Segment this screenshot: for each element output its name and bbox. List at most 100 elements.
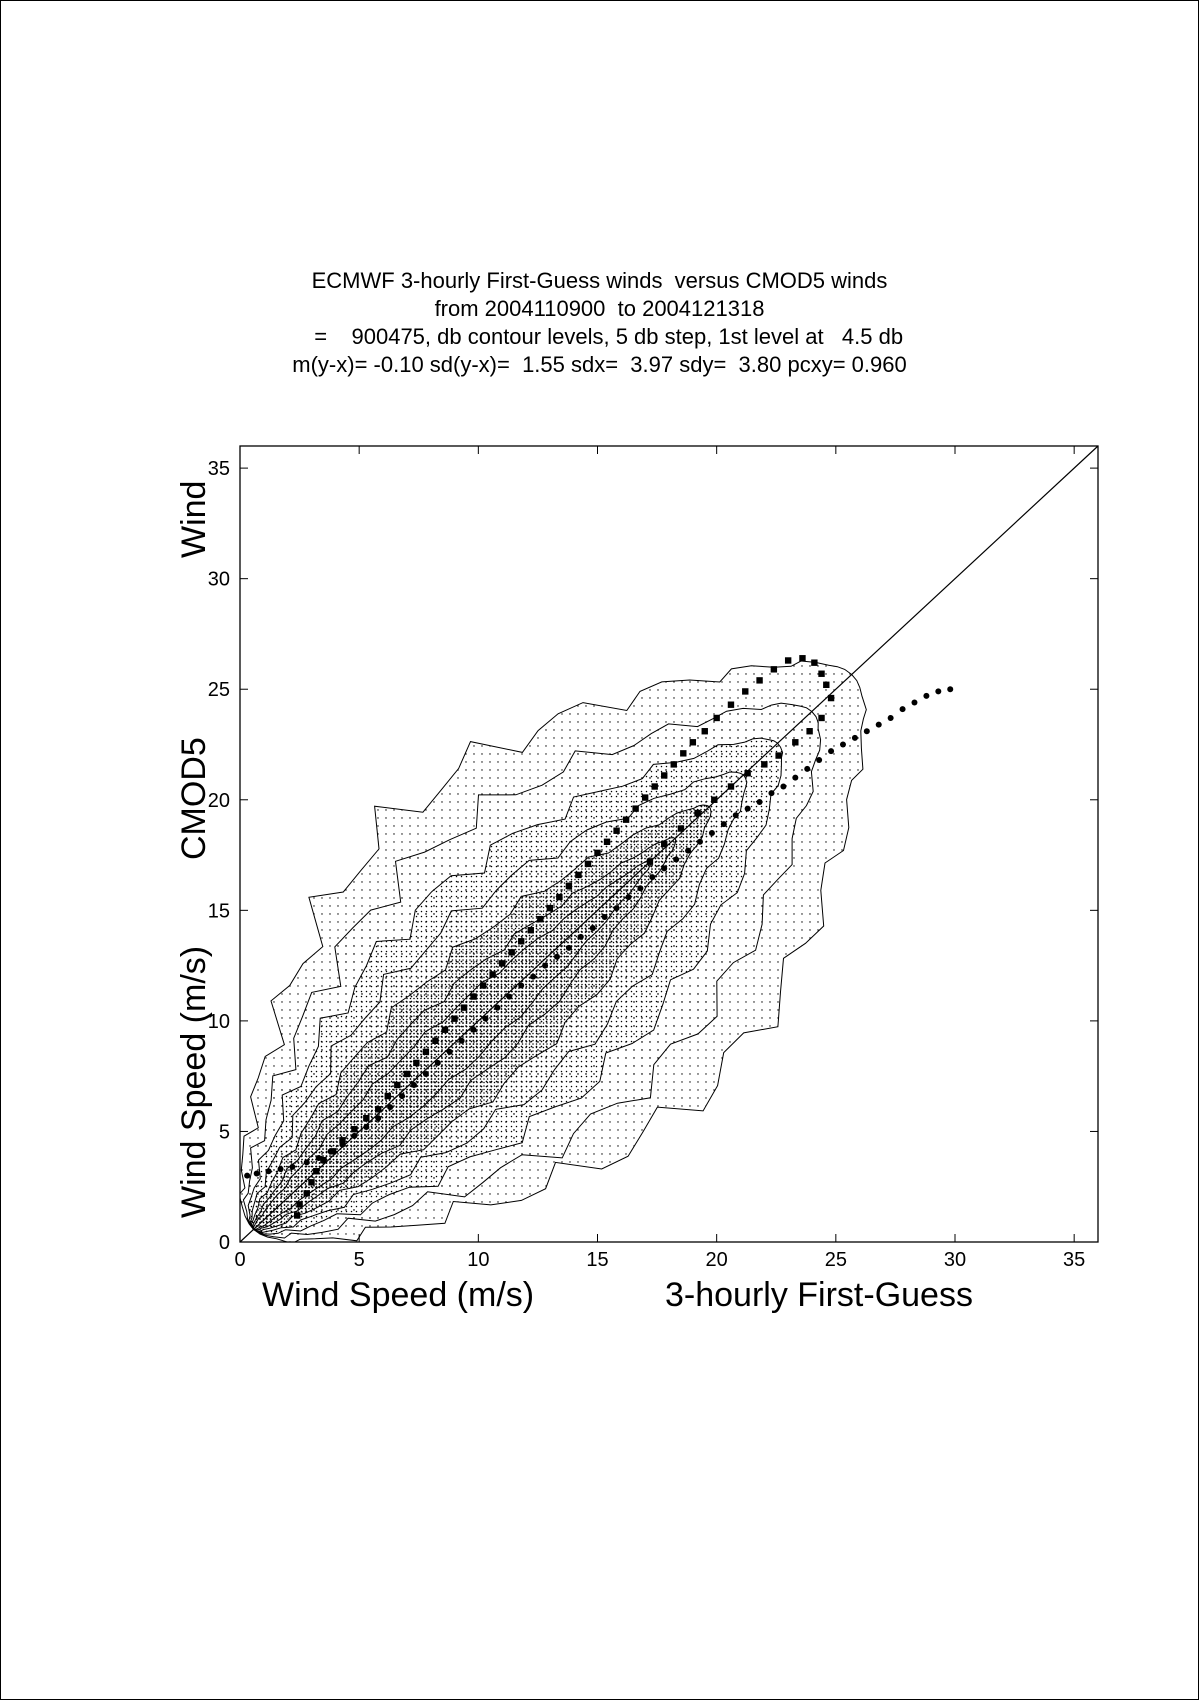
circle-marker (923, 692, 930, 699)
square-marker (294, 1212, 301, 1219)
circle-marker (899, 706, 906, 713)
square-marker (713, 714, 720, 722)
square-marker (422, 1048, 430, 1056)
square-marker (498, 960, 506, 967)
y-axis-title-lower: Wind Speed (m/s) (175, 946, 213, 1218)
circle-marker (744, 805, 751, 812)
circle-marker (637, 885, 644, 892)
square-marker (818, 714, 825, 722)
circle-marker (601, 913, 608, 920)
square-marker (351, 1126, 358, 1133)
circle-marker (625, 894, 632, 901)
square-marker (470, 993, 477, 1000)
square-marker (632, 805, 639, 812)
square-marker (432, 1037, 439, 1044)
chart-date-range: from 2004110900 to 2004121318 (434, 296, 765, 321)
y-tick-label: 15 (208, 900, 230, 922)
y-axis-title-upper: Wind (175, 481, 213, 558)
square-marker (775, 752, 782, 759)
x-tick-label: 20 (706, 1249, 728, 1271)
square-marker (661, 772, 668, 779)
square-marker (770, 666, 778, 673)
circle-marker (530, 973, 537, 980)
chart-statistics: m(y-x)= -0.10 sd(y-x)= 1.55 sdx= 3.97 sd… (292, 352, 907, 377)
circle-marker (446, 1048, 453, 1055)
circle-marker (911, 699, 918, 706)
square-marker (441, 1026, 449, 1033)
square-marker (727, 783, 735, 790)
circle-marker (816, 756, 823, 763)
y-tick-label: 10 (208, 1011, 230, 1033)
y-tick-label: 20 (208, 790, 230, 812)
x-tick-label: 25 (825, 1249, 847, 1271)
square-marker (827, 694, 835, 702)
circle-marker (339, 1141, 346, 1148)
circle-marker (565, 944, 572, 951)
square-marker (375, 1106, 382, 1113)
square-marker (742, 688, 749, 695)
circle-marker (327, 1148, 334, 1155)
circle-marker (732, 812, 739, 819)
square-marker (792, 739, 799, 746)
square-marker (303, 1190, 310, 1197)
data-markers (244, 655, 954, 1219)
square-marker (296, 1201, 303, 1208)
square-marker (799, 655, 806, 662)
circle-marker (303, 1159, 310, 1166)
square-marker (363, 1114, 370, 1122)
square-marker (761, 761, 768, 768)
square-marker (727, 701, 735, 708)
circle-marker (244, 1172, 251, 1179)
circle-marker (875, 721, 882, 728)
square-marker (537, 915, 544, 923)
chart-count-contour-info: = 900475, db contour levels, 5 db step, … (295, 324, 904, 349)
x-tick-label: 0 (234, 1249, 245, 1271)
x-tick-label: 10 (467, 1249, 489, 1271)
circle-marker (756, 798, 763, 805)
circle-marker (887, 714, 894, 721)
square-marker (784, 657, 792, 664)
square-marker (603, 838, 611, 845)
circle-marker (649, 874, 656, 881)
circle-marker (434, 1059, 441, 1066)
circle-marker (289, 1163, 296, 1170)
circle-marker (804, 765, 811, 772)
circle-marker (947, 686, 954, 693)
circle-marker (696, 838, 703, 845)
y-tick-label: 25 (208, 679, 230, 701)
square-marker (584, 860, 592, 868)
square-marker (823, 681, 830, 688)
square-marker (479, 982, 487, 989)
circle-marker (253, 1170, 260, 1177)
circle-marker (399, 1093, 406, 1100)
square-marker (680, 750, 687, 757)
square-marker (756, 677, 763, 684)
square-marker (313, 1168, 320, 1175)
square-marker (744, 770, 751, 777)
square-marker (670, 761, 677, 768)
circle-marker (458, 1037, 465, 1044)
circle-marker (661, 865, 668, 872)
circle-marker (851, 734, 858, 741)
circle-marker (410, 1082, 417, 1089)
square-marker (651, 783, 658, 790)
circle-marker (363, 1124, 370, 1131)
square-marker (527, 927, 534, 934)
identity-line (239, 445, 1099, 1243)
circle-marker (685, 847, 692, 854)
x-tick-label: 5 (354, 1249, 365, 1271)
square-marker (508, 949, 515, 956)
y-axis-title-middle: CMOD5 (175, 737, 213, 860)
square-marker (339, 1137, 346, 1144)
square-marker (403, 1070, 411, 1078)
square-marker (661, 840, 668, 848)
square-marker (811, 659, 818, 666)
y-tick-label: 35 (208, 458, 230, 480)
circle-marker (542, 962, 549, 969)
square-marker (701, 728, 708, 735)
circle-marker (387, 1104, 394, 1111)
x-tick-label: 35 (1063, 1249, 1085, 1271)
circle-marker (708, 829, 715, 836)
circle-marker (470, 1026, 477, 1033)
circle-marker (494, 1004, 501, 1011)
